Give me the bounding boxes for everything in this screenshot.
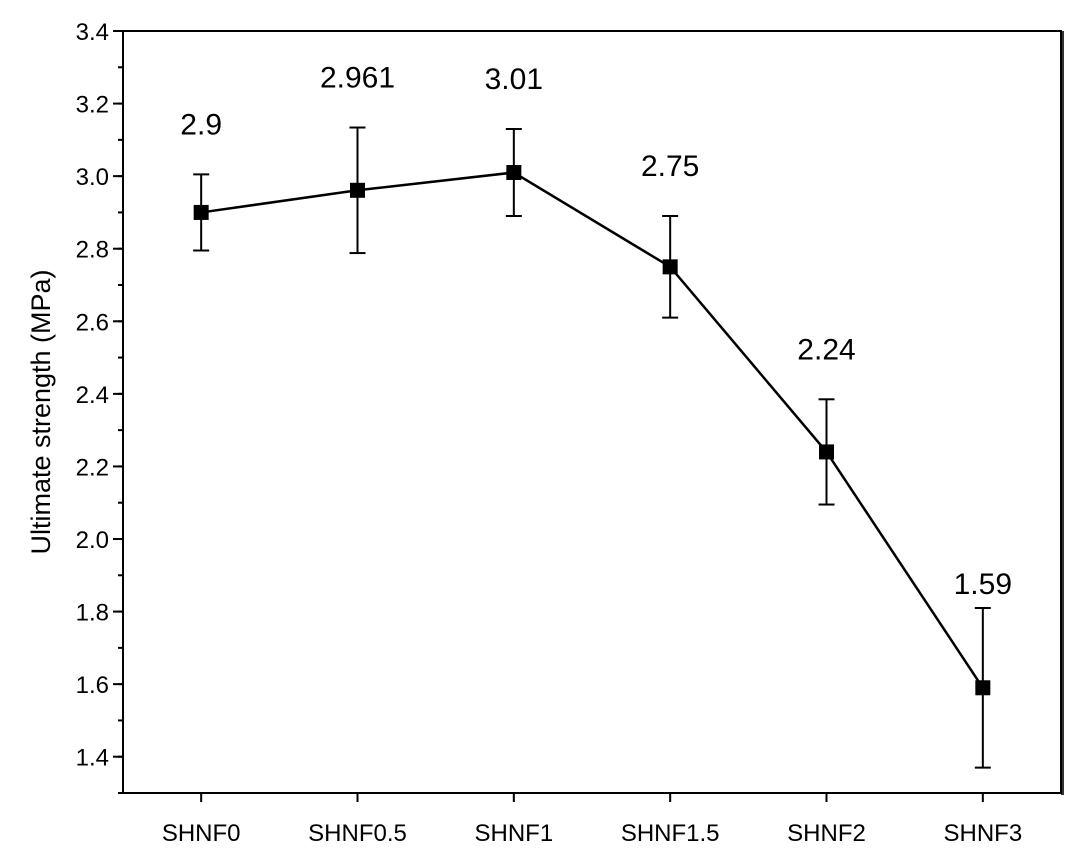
data-point-marker [975,680,991,696]
y-axis: 1.4 1.6 1.8 2.0 2.2 2.4 2.6 2.8 3.0 3.2 3.4 [76,19,123,794]
y-tick-label: 2.0 [76,527,109,554]
x-tick-label: SHNF0.5 [308,820,407,847]
data-point-marker [193,204,209,220]
y-tick-label: 2.8 [76,237,109,264]
data-label: 2.75 [641,150,699,183]
y-tick-label: 3.4 [76,19,109,46]
y-tick-label: 3.0 [76,164,109,191]
data-point-marker [350,182,365,198]
x-axis: SHNF0 SHNF0.5 SHNF1 SHNF1.5 SHNF2 SHNF3 [162,793,1022,847]
data-point-marker [506,165,522,181]
y-tick-label: 2.2 [76,454,109,481]
data-label: 2.24 [797,333,855,366]
data-label: 2.961 [320,62,395,95]
x-tick-label: SHNF3 [943,820,1022,847]
data-label: 1.59 [954,568,1012,601]
y-axis-label: Ultimate strength (MPa) [26,269,56,554]
x-tick-label: SHNF0 [162,820,241,847]
x-tick-label: SHNF2 [787,820,866,847]
y-tick-label: 1.4 [76,745,109,772]
data-label: 3.01 [485,63,543,96]
y-tick-label: 2.4 [76,382,109,409]
series-line [200,171,984,689]
plot-frame-shadow [1061,31,1064,795]
y-tick-label: 2.6 [76,309,109,336]
data-point-marker [662,259,678,275]
data-label: 2.9 [180,108,222,141]
x-tick-label: SHNF1 [474,820,553,847]
series: 2.9 2.961 3.01 2.75 2.24 1.59 [180,62,1012,769]
y-tick-label: 1.6 [76,672,109,699]
x-tick-label: SHNF1.5 [621,820,720,847]
data-point-marker [819,444,834,460]
y-tick-label: 3.2 [76,92,109,119]
plot-frame [122,30,1062,794]
y-tick-label: 1.8 [76,600,109,627]
